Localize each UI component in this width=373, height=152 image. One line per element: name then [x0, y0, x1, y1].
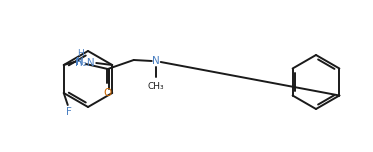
Text: N: N — [76, 57, 84, 67]
Text: CH₃: CH₃ — [147, 82, 164, 91]
Text: F: F — [66, 107, 72, 117]
Text: H₂N: H₂N — [75, 58, 94, 68]
Text: O: O — [104, 88, 112, 98]
Text: N: N — [152, 56, 160, 66]
Text: H: H — [77, 49, 84, 58]
